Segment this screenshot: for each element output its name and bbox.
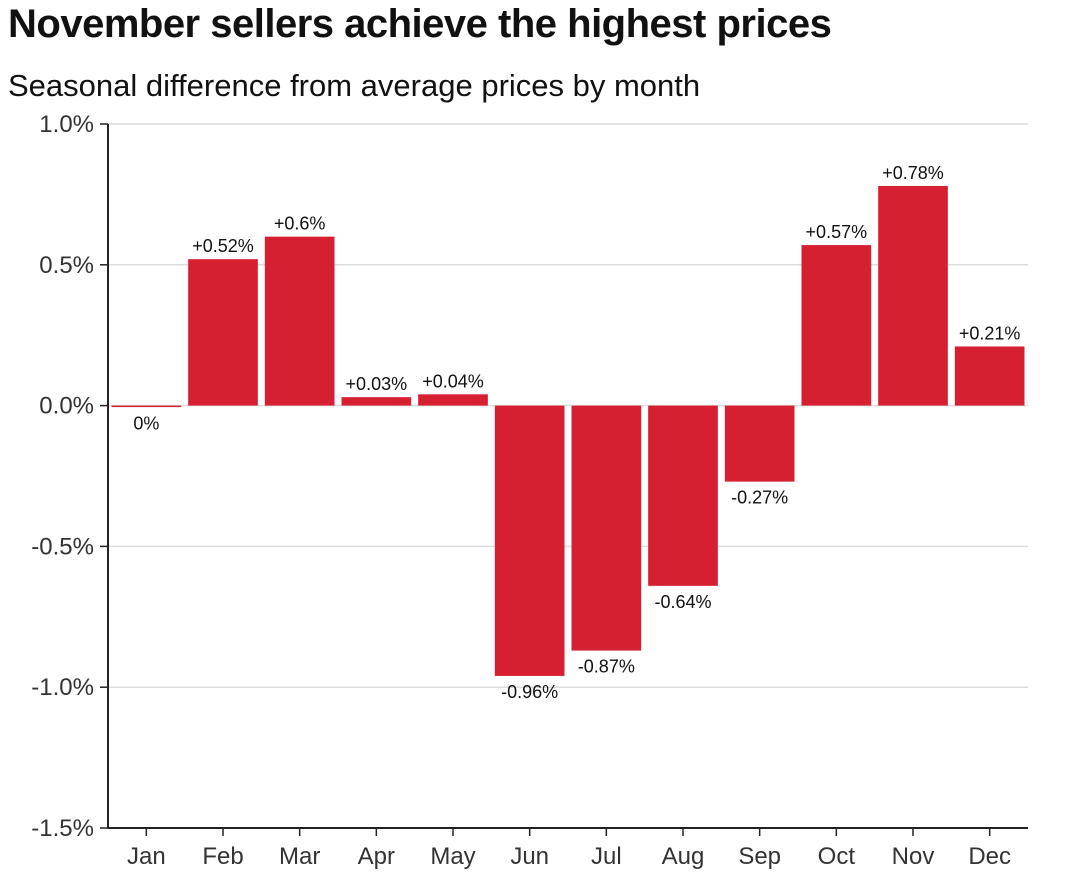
y-tick-label: -1.0% [31,674,94,701]
data-label-may: +0.04% [422,371,484,391]
data-label-nov: +0.78% [882,163,944,183]
bars [111,185,1025,676]
x-tick-label: Feb [202,843,243,870]
data-label-jan: 0% [133,414,159,434]
x-tick-label: Sep [738,843,781,870]
x-tick-label: Nov [892,843,935,870]
data-labels: 0% +0.52% +0.6% +0.03% +0.04% -0.96% -0.87% -0.… [133,163,1020,702]
bar-oct [801,245,872,406]
data-label-apr: +0.03% [346,374,408,394]
bar-apr [341,397,412,406]
x-tick-label: Apr [358,843,395,870]
bar-jul [571,405,642,651]
bar-jun [494,405,565,676]
x-tick-label: Jan [127,843,166,870]
data-label-jun: -0.96% [501,682,558,702]
x-tick-label: Aug [662,843,705,870]
data-label-oct: +0.57% [806,222,868,242]
data-label-feb: +0.52% [192,236,254,256]
x-tick-label: Jun [510,843,549,870]
bar-jan [111,405,182,408]
bar-feb [188,259,258,406]
y-tick-label: -0.5% [31,533,94,560]
bar-nov [878,185,948,406]
x-tick-label: Dec [968,843,1011,870]
y-tick-label: -1.5% [31,815,94,842]
y-tick-label: 0.0% [39,393,94,420]
x-tick-label: Mar [279,843,320,870]
y-tick-label: 0.5% [39,252,94,279]
bar-dec [954,346,1025,406]
x-tick-label: May [430,843,475,870]
data-label-aug: -0.64% [654,592,711,612]
chart-title: November sellers achieve the highest pri… [8,2,832,46]
data-label-jul: -0.87% [578,657,635,677]
bar-aug [648,405,718,586]
data-label-sep: -0.27% [731,488,788,508]
grid-lines [108,123,1028,688]
chart-subtitle: Seasonal difference from average prices … [8,68,701,103]
data-label-dec: +0.21% [959,323,1021,343]
bar-sep [724,405,795,482]
bar-mar [264,236,335,406]
y-tick-label: 1.0% [39,111,94,138]
data-label-mar: +0.6% [274,214,326,234]
axes: 1.0% 0.5% 0.0% -0.5% -1.0% -1.5% Jan Feb Mar Apr M… [31,111,1028,870]
x-tick-label: Jul [591,843,622,870]
x-tick-label: Oct [818,843,856,870]
bar-may [418,394,488,406]
